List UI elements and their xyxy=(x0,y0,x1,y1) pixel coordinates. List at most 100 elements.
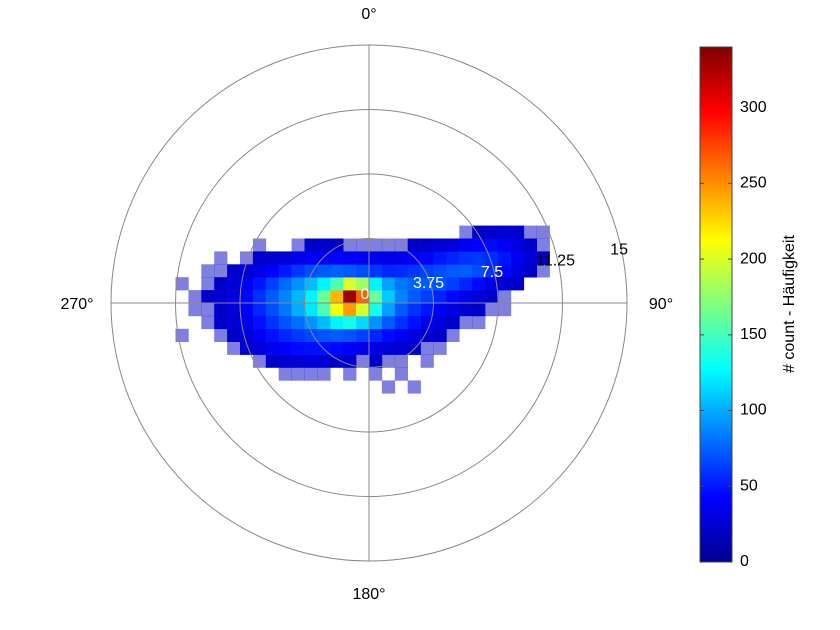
heat-cell xyxy=(317,315,331,330)
heat-cell xyxy=(356,315,370,330)
heat-cell xyxy=(381,341,396,355)
heat-cell xyxy=(536,225,550,239)
heat-cell xyxy=(317,354,331,368)
heat-cell xyxy=(227,290,241,304)
heat-cell xyxy=(330,328,344,342)
heat-cell xyxy=(227,303,241,317)
heat-cell xyxy=(433,303,447,317)
heat-cell xyxy=(304,277,318,291)
heat-cell xyxy=(227,341,241,355)
heat-cell xyxy=(369,315,383,330)
heat-cell xyxy=(317,290,331,304)
heat-cell xyxy=(330,341,344,355)
heat-cell xyxy=(304,238,318,252)
r-tick-label: 0 xyxy=(361,286,370,303)
heat-cell xyxy=(381,380,396,394)
heat-cell xyxy=(446,264,460,278)
heat-cell xyxy=(420,290,434,304)
heat-cell xyxy=(252,251,267,265)
heat-cell xyxy=(265,303,279,317)
colorbar-tick-label: 200 xyxy=(740,250,767,267)
heat-cell xyxy=(433,328,447,342)
heat-cell xyxy=(278,341,292,355)
heat-cell xyxy=(394,315,408,330)
theta-tick-label: 90° xyxy=(649,296,673,313)
heat-cell xyxy=(265,354,279,368)
heat-cell xyxy=(407,303,421,317)
heat-cell xyxy=(369,354,383,368)
heat-cell xyxy=(446,251,460,265)
heat-cell xyxy=(343,341,357,355)
heat-cell xyxy=(304,328,318,342)
heat-cell xyxy=(369,290,383,304)
heat-cell xyxy=(381,238,396,252)
heat-cell xyxy=(343,328,357,342)
heat-cell xyxy=(394,341,408,355)
heat-cell xyxy=(330,238,344,252)
heat-cell xyxy=(510,251,525,265)
heat-cell xyxy=(304,341,318,355)
heatmap xyxy=(175,225,550,394)
heat-cell xyxy=(317,277,331,291)
heat-cell xyxy=(291,264,305,278)
heat-cell xyxy=(227,315,241,330)
heat-cell xyxy=(265,290,279,304)
heat-cell xyxy=(407,290,421,304)
heat-cell xyxy=(420,277,434,291)
heat-cell xyxy=(510,277,525,291)
heat-cell xyxy=(356,354,370,368)
heat-cell xyxy=(278,277,292,291)
heat-cell xyxy=(343,354,357,368)
heat-cell xyxy=(446,303,460,317)
heat-cell xyxy=(343,264,357,278)
heat-cell xyxy=(381,251,396,265)
heat-cell xyxy=(291,251,305,265)
heat-cell xyxy=(459,251,473,265)
heat-cell xyxy=(343,251,357,265)
heat-cell xyxy=(536,238,550,252)
heat-cell xyxy=(330,315,344,330)
heat-cell xyxy=(459,238,473,252)
heat-cell xyxy=(214,290,228,304)
heat-cell xyxy=(420,251,434,265)
heat-cell xyxy=(278,328,292,342)
heat-cell xyxy=(240,303,254,317)
theta-tick-label: 270° xyxy=(60,296,93,313)
heat-cell xyxy=(407,238,421,252)
heat-cell xyxy=(330,264,344,278)
colorbar-tick-label: 50 xyxy=(740,477,758,494)
r-tick-label: 11.25 xyxy=(536,253,575,270)
heat-cell xyxy=(356,341,370,355)
heat-cell xyxy=(291,367,305,381)
heat-cell xyxy=(291,341,305,355)
r-tick-label: 3.75 xyxy=(413,275,444,292)
heat-cell xyxy=(356,264,370,278)
heat-cell xyxy=(498,303,512,317)
heat-cell xyxy=(214,315,228,330)
heat-cell xyxy=(278,251,292,265)
heat-cell xyxy=(265,328,279,342)
heat-cell xyxy=(291,238,305,252)
heat-cell xyxy=(214,328,228,342)
heat-cell xyxy=(472,290,486,304)
heat-cell xyxy=(446,290,460,304)
heat-cell xyxy=(343,303,357,317)
heat-cell xyxy=(498,251,512,265)
theta-tick-label: 180° xyxy=(352,586,385,603)
colorbar-label: # count - Häufigkeit xyxy=(781,235,798,373)
heat-cell xyxy=(433,264,447,278)
heat-cell xyxy=(485,238,499,252)
heat-cell xyxy=(459,290,473,304)
heat-cell xyxy=(343,315,357,330)
heat-cell xyxy=(446,328,460,342)
heat-cell xyxy=(485,290,499,304)
heat-cell xyxy=(381,277,396,291)
heat-cell xyxy=(252,328,267,342)
heat-cell xyxy=(536,251,550,265)
heat-cell xyxy=(407,264,421,278)
heat-cell xyxy=(394,251,408,265)
r-tick-label: 7.5 xyxy=(481,264,503,281)
colorbar-tick-label: 150 xyxy=(740,326,767,343)
heat-cell xyxy=(278,367,292,381)
heat-cell xyxy=(265,341,279,355)
